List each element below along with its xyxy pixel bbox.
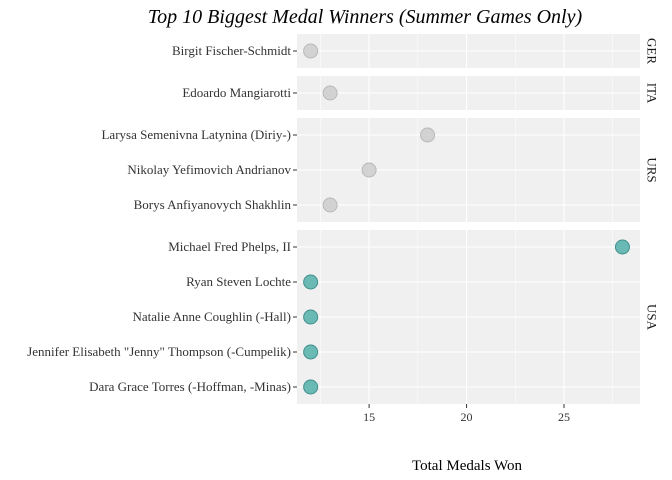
data-point [361, 162, 377, 178]
facet-label: URS [645, 157, 660, 182]
y-tick-label: Natalie Anne Coughlin (-Hall) [133, 309, 292, 324]
y-tick-label: Birgit Fischer-Schmidt [172, 43, 291, 58]
facet-strip [640, 230, 657, 404]
panel-urs: Larysa Semenivna Latynina (Diriy-) Nikola… [101, 118, 660, 222]
facet-strip [640, 34, 657, 68]
panel-ger: Birgit Fischer-Schmidt GER [172, 34, 660, 68]
x-axis: 15 20 25 [363, 404, 570, 424]
y-tick-label: Michael Fred Phelps, II [168, 239, 291, 254]
y-tick-label: Borys Anfiyanovych Shakhlin [134, 197, 292, 212]
y-tick-label: Edoardo Mangiarotti [182, 85, 291, 100]
data-point [303, 274, 319, 290]
data-point [303, 309, 319, 325]
y-tick-label: Ryan Steven Lochte [186, 274, 291, 289]
x-tick-label: 20 [461, 410, 473, 424]
facet-strip [640, 76, 657, 110]
y-tick-label: Larysa Semenivna Latynina (Diriy-) [101, 127, 291, 142]
facet-label: ITA [645, 83, 660, 104]
data-point [303, 43, 319, 59]
facet-strip [640, 118, 657, 222]
data-point [420, 127, 436, 143]
panel-usa: Michael Fred Phelps, II Ryan Steven Locht… [27, 230, 660, 404]
data-point [303, 344, 319, 360]
y-tick-label: Nikolay Yefimovich Andrianov [127, 162, 291, 177]
facet-label: USA [645, 304, 660, 331]
panel-ita: Edoardo Mangiarotti ITA [182, 76, 660, 110]
y-tick-label: Jennifer Elisabeth "Jenny" Thompson (-Cu… [27, 344, 291, 359]
x-axis-title: Total Medals Won [412, 458, 522, 474]
x-tick-label: 25 [558, 410, 570, 424]
x-tick-label: 15 [363, 410, 375, 424]
data-point [303, 379, 319, 395]
data-point [322, 197, 338, 213]
y-tick-label: Dara Grace Torres (-Hoffman, -Minas) [89, 379, 291, 394]
data-point [322, 85, 338, 101]
data-point [614, 239, 630, 255]
facet-label: GER [645, 38, 660, 64]
plot-area: Birgit Fischer-Schmidt GER Edoardo Mangiar… [27, 34, 660, 424]
chart-title: Top 10 Biggest Medal Winners (Summer Gam… [148, 6, 583, 28]
